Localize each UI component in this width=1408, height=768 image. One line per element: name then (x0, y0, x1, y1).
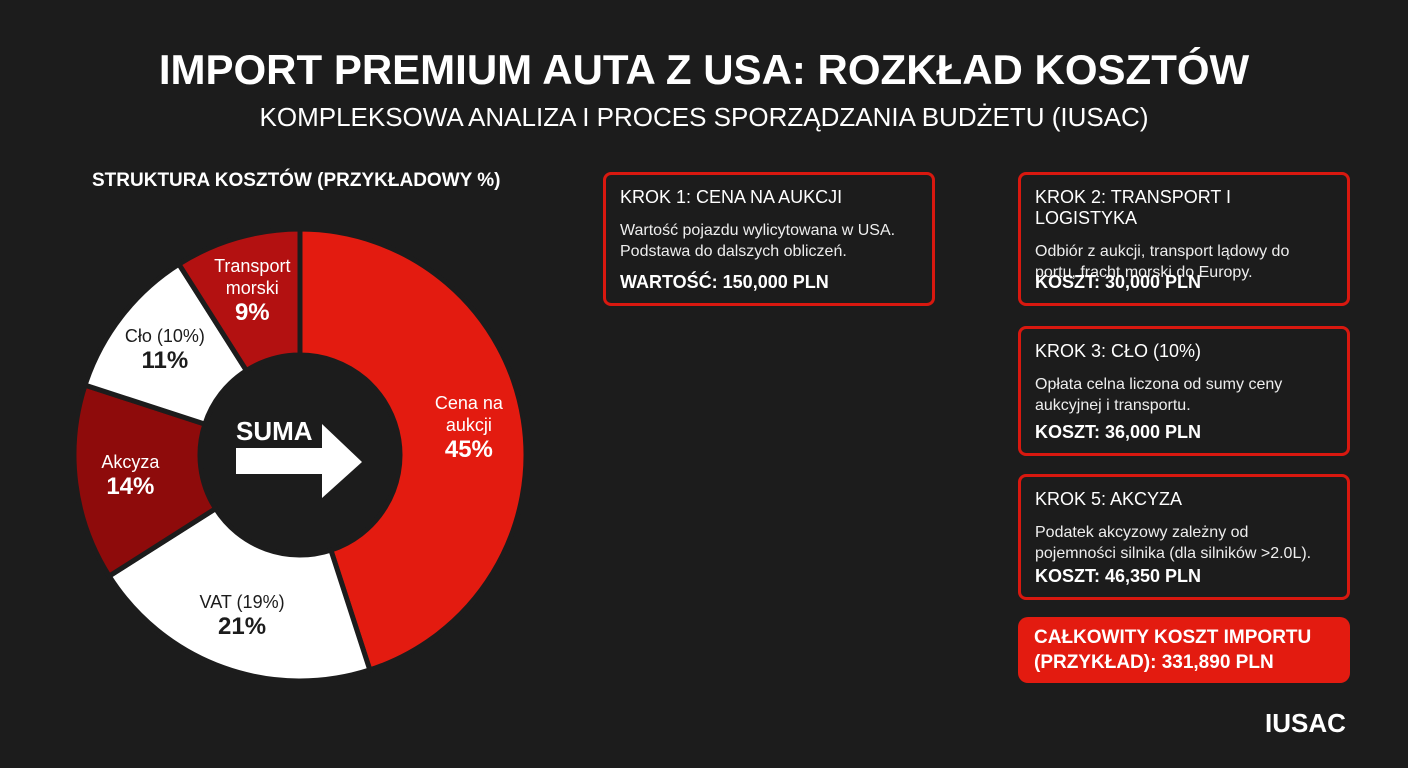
slice-value: 45% (444, 436, 493, 464)
slice-label: VAT (19%) 21% (187, 591, 297, 641)
slice (71, 382, 220, 580)
slice-category: Transport morski (214, 255, 291, 298)
slice-label: Cena na aukcji 45% (414, 392, 524, 464)
step-value: KOSZT: 46,350 PLN (1035, 566, 1202, 586)
step-description: Wartość pojazdu wylicytowana w USA. Pods… (620, 222, 896, 260)
step-title: KROK 3: CŁO (10%) (1035, 341, 1202, 361)
slice-label: Akcyza 14% (75, 451, 185, 501)
step-box: KROK 3: CŁO (10%) Opłata celna liczona od… (1018, 326, 1350, 456)
center-arrow (236, 424, 362, 498)
slice-value: 14% (106, 473, 155, 501)
step-value: KOSZT: 30,000 PLN (1035, 272, 1202, 292)
slice (105, 505, 373, 684)
subtitle: KOMPLEKSOWA ANALIZA I PROCES SPORZĄDZANI… (259, 102, 1149, 132)
slice-label: Transport morski 9% (197, 255, 307, 327)
step-box: KROK 5: AKCYZA Podatek akcyzowy zależny o… (1018, 474, 1350, 600)
step-box: KROK 2: TRANSPORT I LOGISTYKA Odbiór z au… (1018, 172, 1350, 306)
slice-value: 21% (218, 612, 267, 640)
slice-category: VAT (19%) (199, 591, 285, 612)
slice-category: Akcyza (101, 452, 160, 473)
step-description: Podatek akcyzowy zależny od pojemności s… (1035, 524, 1312, 562)
slice-category: Cena na aukcji (434, 393, 503, 436)
slice (175, 226, 303, 375)
chart-title: STRUKTURA KOSZTÓW (PRZYKŁADOWY %) (92, 170, 501, 191)
slice-value: 11% (141, 347, 189, 375)
total: CAŁKOWITY KOSZT IMPORTU (PRZYKŁAD): 331,… (1018, 617, 1350, 683)
slice (297, 226, 529, 674)
step-box: KROK 1: CENA NA AUKCJI Wartość pojazdu wy… (603, 172, 935, 306)
step-description: Opłata celna liczona od sumy ceny aukcyj… (1035, 376, 1283, 414)
step-title: KROK 1: CENA NA AUKCJI (620, 187, 843, 207)
step-value: KOSZT: 36,000 PLN (1035, 422, 1202, 442)
step-description: Odbiór z aukcji, transport lądowy do por… (1035, 243, 1290, 281)
slice-category: Cło (10%) (124, 326, 205, 347)
slice-value: 9% (234, 298, 270, 326)
step-value: WARTOŚĆ: 150,000 PLN (620, 272, 829, 292)
center-label: SUMA (236, 416, 313, 446)
step-title: KROK 5: AKCYZA (1035, 489, 1183, 509)
donut-chart (71, 226, 529, 684)
slice-label: Cło (10%) 11% (110, 325, 220, 375)
title: IMPORT PREMIUM AUTA Z USA: ROZKŁAD KOSZT… (158, 46, 1250, 93)
step-title: KROK 2: TRANSPORT I LOGISTYKA (1035, 187, 1232, 228)
brand: IUSAC (1265, 708, 1346, 738)
